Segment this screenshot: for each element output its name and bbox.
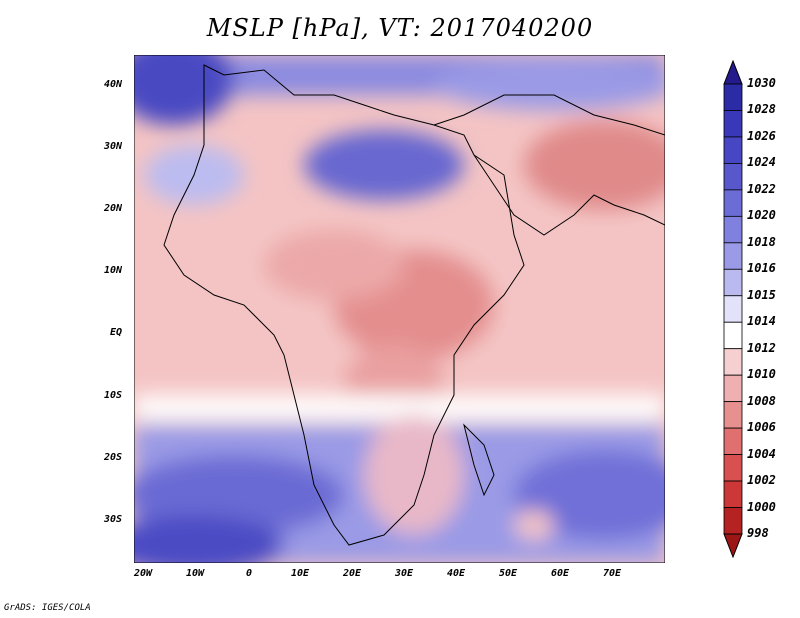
colorbar-segment (723, 401, 743, 429)
x-tick-label: 60E (551, 568, 570, 579)
colorbar (723, 60, 743, 558)
colorbar-label: 1026 (747, 128, 776, 143)
colorbar-label: 1002 (747, 473, 776, 488)
y-tick-label: 20N (104, 203, 123, 214)
colorbar-label: 1028 (747, 102, 776, 117)
colorbar-label: 1010 (747, 367, 776, 382)
x-tick-label: 10W (186, 568, 205, 579)
colorbar-label: 1020 (747, 208, 776, 223)
colorbar-segment (723, 454, 743, 482)
colorbar-segment (723, 189, 743, 217)
x-tick-label: 30E (395, 568, 414, 579)
y-tick-label: 10N (104, 265, 123, 276)
x-tick-label: 40E (447, 568, 466, 579)
mediterranean-coast (433, 94, 665, 136)
y-tick-label: 30S (104, 514, 123, 525)
colorbar-segment (723, 480, 743, 508)
y-tick-label: 30N (104, 141, 123, 152)
colorbar-segment (723, 110, 743, 138)
y-tick-label: EQ (110, 327, 123, 338)
colorbar-segment (723, 427, 743, 455)
colorbar-segment (723, 215, 743, 244)
colorbar-segment (723, 348, 743, 376)
colorbar-label: 1015 (747, 287, 776, 302)
madagascar (463, 423, 495, 497)
map-title: MSLP [hPa], VT: 2017040200 (206, 14, 594, 42)
colorbar-segment (723, 321, 743, 350)
colorbar-segment (723, 242, 743, 270)
colorbar-segment (723, 295, 743, 323)
colorbar-label: 1018 (747, 234, 776, 249)
colorbar-label: 1016 (747, 261, 776, 276)
colorbar-label: 1012 (747, 340, 776, 355)
colorbar-label: 1008 (747, 393, 776, 408)
x-tick-label: 70E (603, 568, 622, 579)
colorbar-label: 1024 (747, 155, 776, 170)
colorbar-label: 1022 (747, 181, 776, 196)
colorbar-label: 1006 (747, 420, 776, 435)
arabian-coast (473, 154, 665, 236)
coastlines (163, 64, 665, 546)
africa-outline (163, 64, 525, 546)
colorbar-top-arrow (723, 60, 743, 85)
y-tick-label: 40N (104, 79, 123, 90)
x-tick-label: 20W (134, 568, 153, 579)
colorbar-bottom-arrow (723, 533, 743, 558)
colorbar-label: 1004 (747, 446, 776, 461)
colorbar-segment (723, 268, 743, 297)
x-tick-label: 10E (291, 568, 310, 579)
credit-label: GrADS: IGES/COLA (4, 603, 91, 613)
colorbar-segment (723, 136, 743, 164)
x-tick-label: 50E (499, 568, 518, 579)
pressure-map (134, 55, 665, 563)
y-tick-label: 20S (104, 452, 123, 463)
colorbar-label: 998 (747, 526, 769, 540)
colorbar-label: 1000 (747, 499, 776, 514)
colorbar-segment (723, 507, 743, 535)
colorbar-label: 1014 (747, 314, 776, 329)
y-tick-label: 10S (104, 390, 123, 401)
colorbar-segment (723, 163, 743, 191)
x-tick-label: 20E (343, 568, 362, 579)
colorbar-label: 1030 (747, 76, 776, 90)
colorbar-segment (723, 83, 743, 111)
colorbar-segment (723, 374, 743, 403)
x-tick-label: 0 (246, 568, 253, 579)
